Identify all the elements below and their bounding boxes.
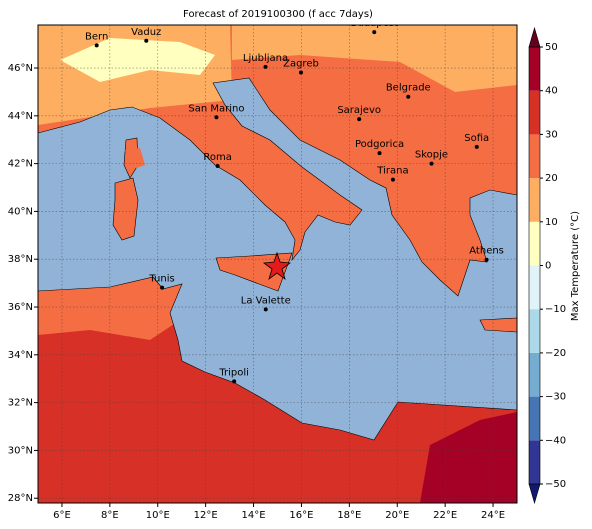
- colorbar-band: [529, 396, 540, 441]
- star-marker: [262, 251, 292, 281]
- city-dot: [377, 151, 382, 156]
- city-dot: [357, 117, 362, 122]
- colorbar-tick-label: 50: [545, 42, 558, 53]
- city-dot: [215, 164, 220, 169]
- y-tick-label: 30°N: [8, 445, 33, 456]
- city-label: Podgorica: [355, 139, 404, 150]
- city-dot: [429, 161, 434, 166]
- sardinia: [112, 177, 139, 241]
- x-tick-label: 14°E: [242, 510, 266, 521]
- colorbar-tick-label: −20: [545, 348, 566, 359]
- colorbar-band: [529, 178, 540, 222]
- city-label: Vaduz: [131, 27, 161, 38]
- x-tick-label: 6°E: [53, 510, 71, 521]
- x-tick-label: 24°E: [481, 510, 505, 521]
- x-tick-label: 20°E: [385, 510, 409, 521]
- colorbar-tick-label: 0: [545, 261, 551, 272]
- city-dot: [484, 257, 489, 262]
- island: [125, 148, 145, 170]
- y-tick-label: 32°N: [8, 398, 33, 409]
- city-dot: [406, 94, 411, 99]
- x-tick-label: 18°E: [337, 510, 361, 521]
- city-label: Belgrade: [386, 83, 431, 94]
- y-tick-label: 34°N: [8, 350, 33, 361]
- colorbar-band: [529, 352, 540, 397]
- title: Forecast of 2019100300 (f acc 7days): [183, 9, 373, 20]
- city-label: Sarajevo: [337, 105, 381, 116]
- city-dot: [263, 307, 268, 312]
- colorbar-band: [529, 309, 540, 353]
- y-tick-label: 46°N: [8, 63, 33, 74]
- city-dot: [263, 64, 268, 69]
- grid: [38, 25, 517, 503]
- city-dot: [214, 115, 219, 120]
- city-label: Budapest: [351, 18, 398, 29]
- colorbar-label: Max Temperature (°C): [570, 211, 581, 321]
- city-label: Skopje: [415, 150, 448, 161]
- x-tick-label: 12°E: [194, 510, 218, 521]
- colorbar-band: [529, 47, 540, 91]
- city-dot: [390, 177, 395, 182]
- colorbar-tick-label: −40: [545, 435, 566, 446]
- city-label: Tunis: [148, 274, 174, 285]
- city-dot: [372, 30, 377, 35]
- city-label: Bern: [85, 31, 108, 42]
- crete: [479, 317, 517, 333]
- colorbar-under: [528, 483, 541, 505]
- colorbar-tick-label: 10: [545, 217, 558, 228]
- city-dot: [474, 144, 479, 149]
- colorbar-tick-label: 40: [545, 86, 558, 97]
- colorbar: −50 −40 −30 −20 −10 0 10 20 30 40 50: [528, 26, 566, 505]
- colorbar-band: [529, 265, 540, 310]
- city-dot: [298, 70, 303, 75]
- city-label: Roma: [203, 152, 232, 163]
- y-tick-label: 40°N: [8, 206, 33, 217]
- y-tick-label: 38°N: [8, 254, 33, 265]
- city-label: Zagreb: [283, 59, 319, 70]
- y-tick-label: 42°N: [8, 159, 33, 170]
- x-tick-label: 22°E: [433, 510, 457, 521]
- x-tick-label: 8°E: [101, 510, 119, 521]
- colorbar-band: [529, 134, 540, 179]
- colorbar-tick-label: −10: [545, 304, 566, 315]
- x-tick-label: 10°E: [146, 510, 170, 521]
- colorbar-tick-label: −50: [545, 479, 566, 490]
- colorbar-tick-label: 20: [545, 173, 558, 184]
- city-label: Athens: [469, 246, 504, 257]
- colorbar-over: [528, 26, 541, 48]
- city-dot: [144, 38, 149, 43]
- colorbar-tick-label: 30: [545, 129, 558, 140]
- y-tick-label: 44°N: [8, 111, 33, 122]
- land-zone: [60, 38, 215, 82]
- city-label: Sofia: [464, 133, 489, 144]
- city-label: La Valette: [241, 295, 291, 306]
- colorbar-band: [529, 221, 540, 266]
- colorbar-tick-label: −30: [545, 392, 566, 403]
- city-label: Tripoli: [218, 367, 249, 378]
- y-tick-label: 28°N: [8, 493, 33, 504]
- colorbar-band: [529, 90, 540, 135]
- city-dot: [232, 379, 237, 384]
- x-tick-label: 16°E: [289, 510, 313, 521]
- city-label: Tirana: [376, 166, 408, 177]
- y-tick-label: 36°N: [8, 302, 33, 313]
- land-zone: [232, 25, 517, 92]
- map-frame: [37, 24, 518, 504]
- city-label: Ljubljana: [243, 53, 288, 64]
- colorbar-band: [529, 440, 540, 484]
- city-label: San Marino: [188, 103, 244, 114]
- land-zone: [38, 280, 185, 340]
- city-dot: [94, 43, 99, 48]
- city-dot: [160, 285, 165, 290]
